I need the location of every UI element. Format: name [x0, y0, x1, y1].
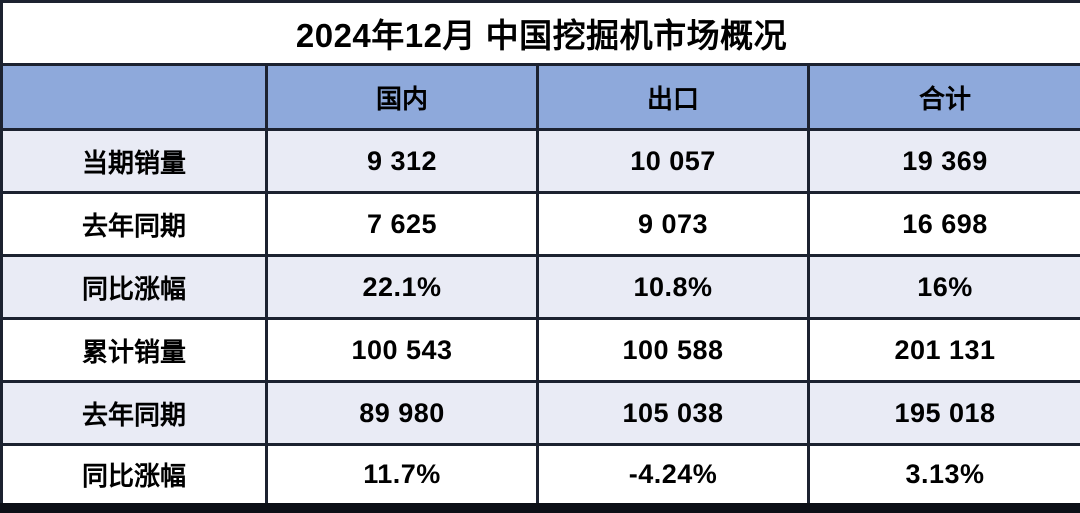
cell-export: 105 038	[536, 380, 810, 447]
table-row-last-year-same-period: 去年同期 7 625 9 073 16 698	[0, 191, 1080, 258]
cell-export: 10 057	[536, 128, 810, 195]
row-label: 当期销量	[0, 128, 268, 195]
column-header-domestic: 国内	[265, 63, 539, 132]
cell-total: 16%	[806, 254, 1080, 321]
cell-export: -4.24%	[536, 443, 810, 510]
table-row-yoy-change: 同比涨幅 22.1% 10.8% 16%	[0, 254, 1080, 321]
column-header-blank	[0, 63, 268, 132]
cell-export: 100 588	[536, 317, 810, 384]
cell-total: 19 369	[806, 128, 1080, 195]
cell-total: 3.13%	[806, 443, 1080, 510]
cell-total: 201 131	[806, 317, 1080, 384]
table-title: 2024年12月 中国挖掘机市场概况	[0, 0, 1080, 67]
cell-domestic: 9 312	[265, 128, 539, 195]
cell-domestic: 89 980	[265, 380, 539, 447]
column-header-export: 出口	[536, 63, 810, 132]
cell-domestic: 22.1%	[265, 254, 539, 321]
row-label: 同比涨幅	[0, 254, 268, 321]
row-label: 同比涨幅	[0, 443, 268, 510]
table-row-current-sales: 当期销量 9 312 10 057 19 369	[0, 128, 1080, 195]
cell-export: 9 073	[536, 191, 810, 258]
cell-domestic: 11.7%	[265, 443, 539, 510]
cell-total: 16 698	[806, 191, 1080, 258]
row-label: 累计销量	[0, 317, 268, 384]
cell-domestic: 100 543	[265, 317, 539, 384]
cell-domestic: 7 625	[265, 191, 539, 258]
table-title-row: 2024年12月 中国挖掘机市场概况	[0, 0, 1080, 67]
cell-total: 195 018	[806, 380, 1080, 447]
row-label: 去年同期	[0, 380, 268, 447]
table-row-cumulative-sales: 累计销量 100 543 100 588 201 131	[0, 317, 1080, 384]
table-row-cumulative-last-year: 去年同期 89 980 105 038 195 018	[0, 380, 1080, 447]
column-header-row: 国内 出口 合计	[0, 63, 1080, 132]
column-header-total: 合计	[806, 63, 1080, 132]
row-label: 去年同期	[0, 191, 268, 258]
table-row-cumulative-yoy-change: 同比涨幅 11.7% -4.24% 3.13%	[0, 443, 1080, 510]
cell-export: 10.8%	[536, 254, 810, 321]
